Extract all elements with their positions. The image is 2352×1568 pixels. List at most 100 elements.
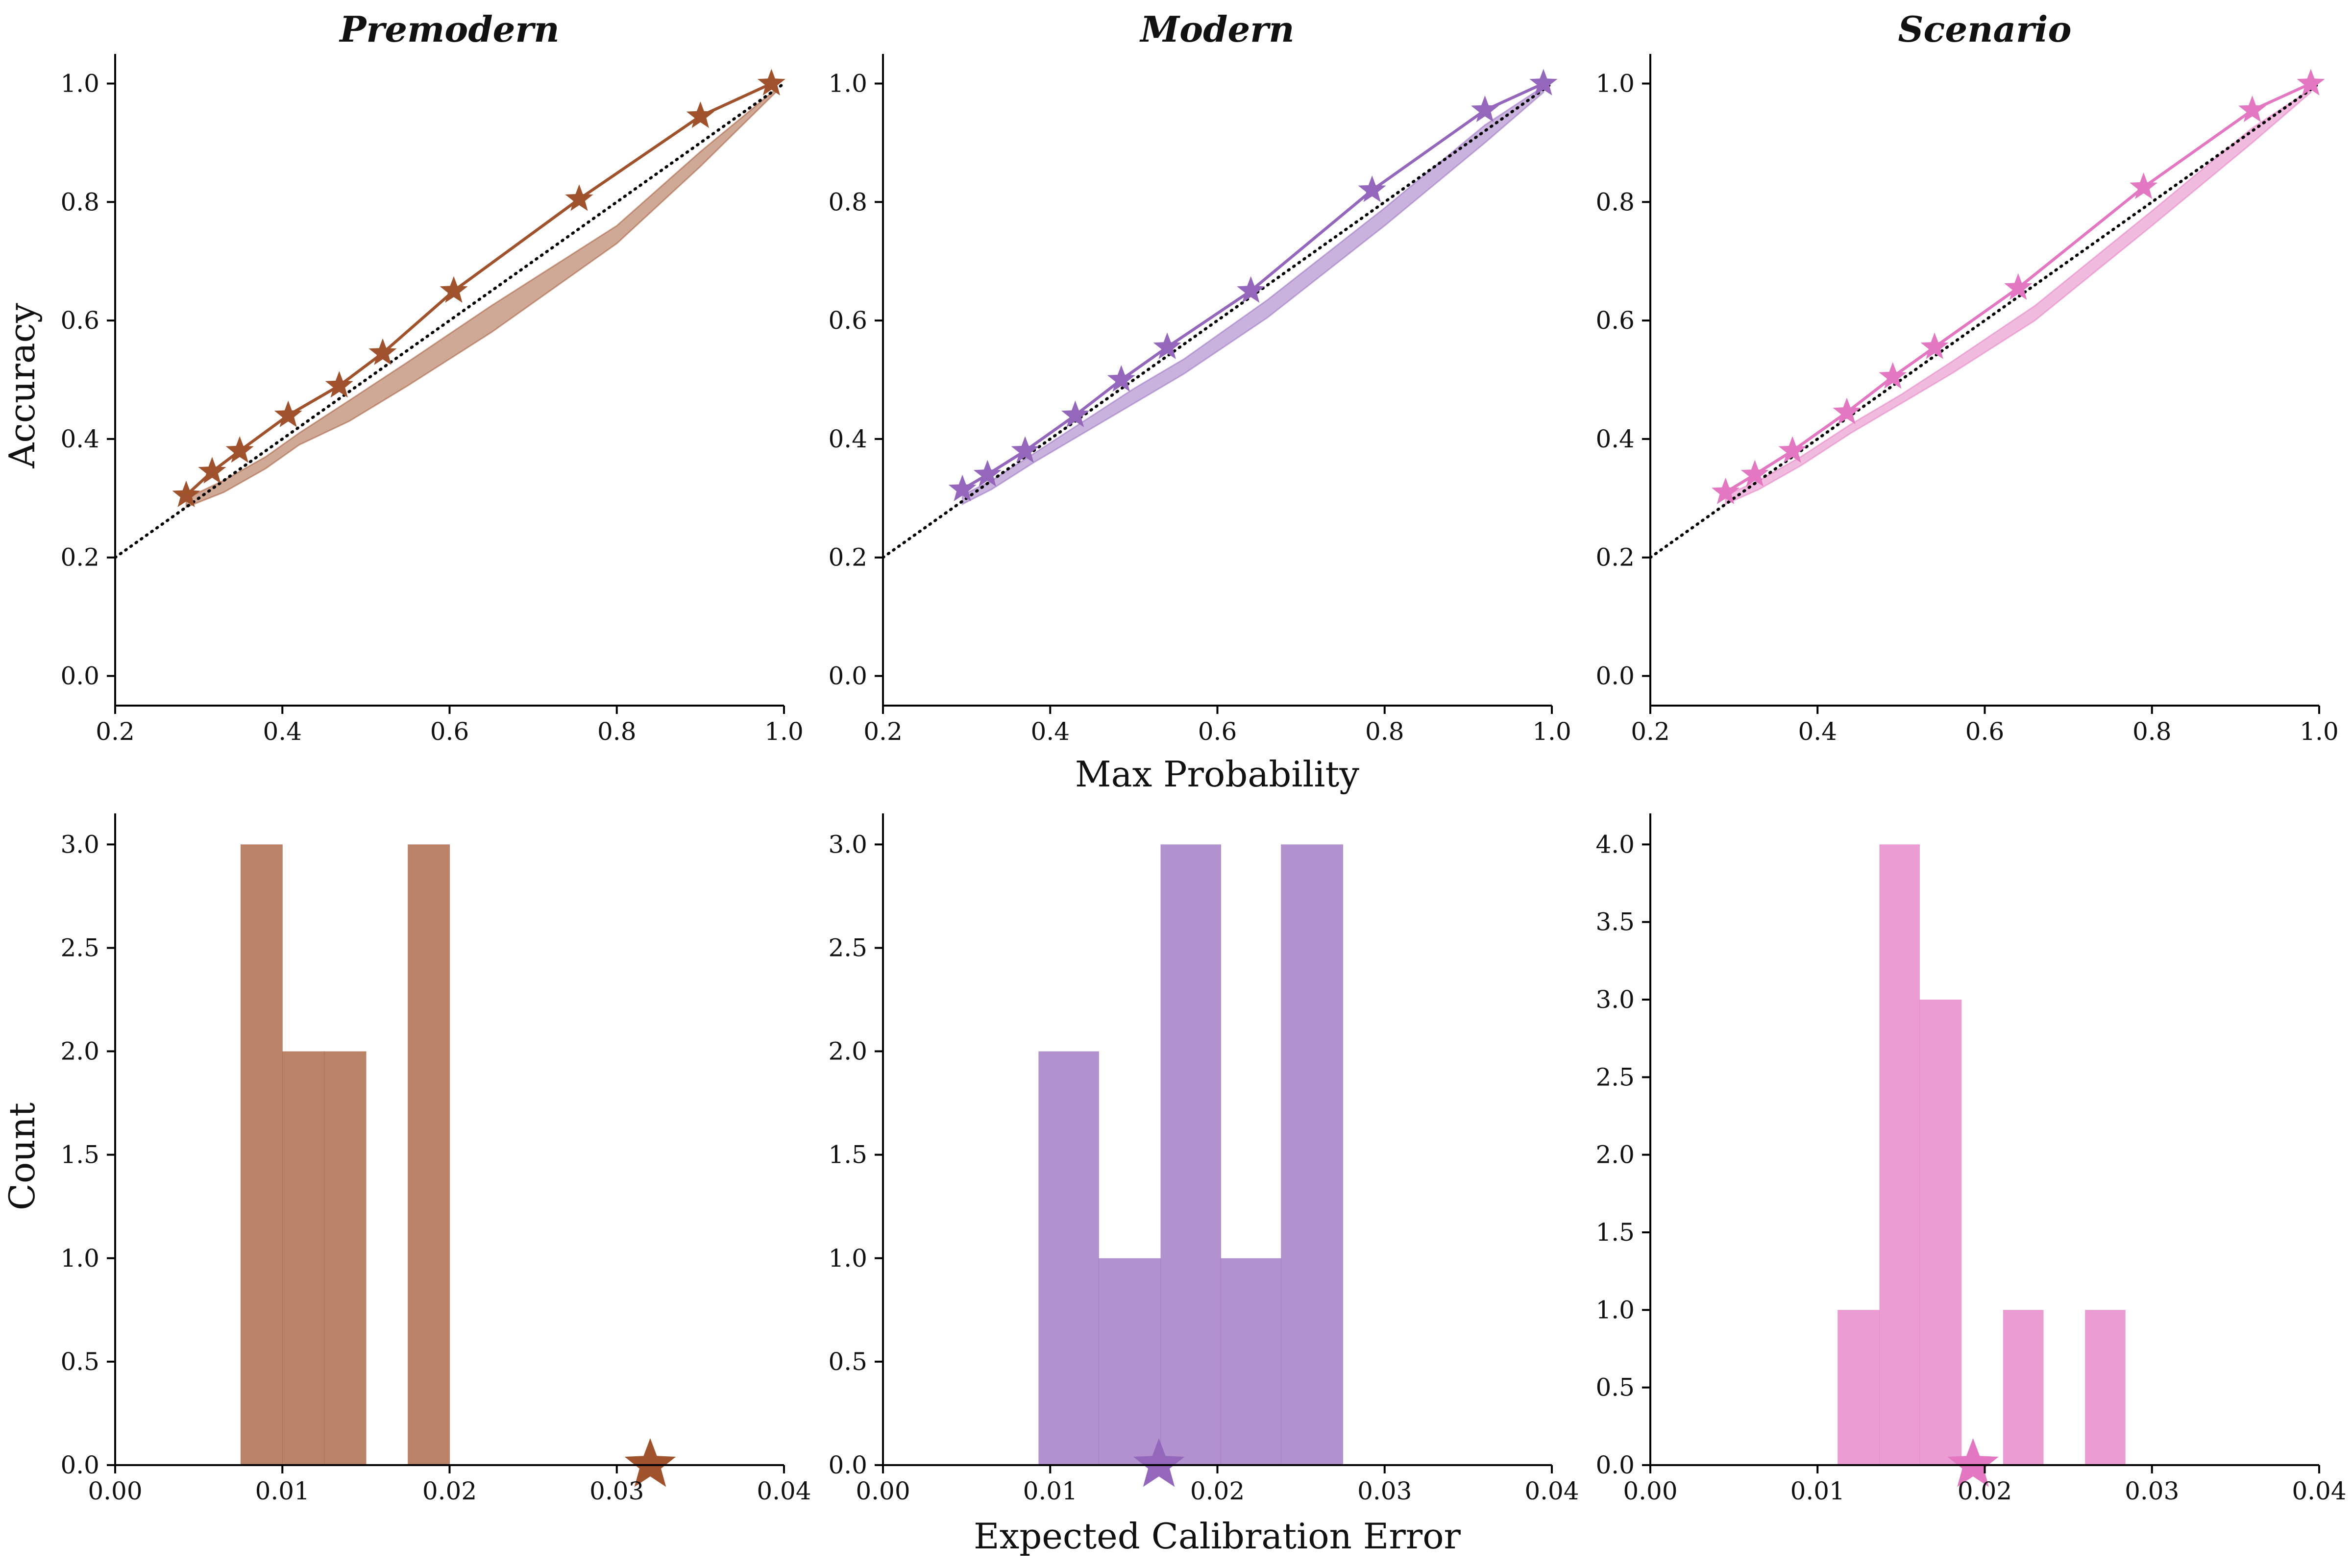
y-tick-label: 0.0 bbox=[1595, 662, 1635, 690]
y-tick-label: 0.0 bbox=[828, 662, 867, 690]
x-tick-label: 0.00 bbox=[88, 1477, 142, 1505]
star-marker bbox=[1061, 400, 1089, 427]
y-tick-label: 0.4 bbox=[60, 425, 99, 453]
x-tick-label: 0.4 bbox=[1798, 717, 1837, 746]
star-marker bbox=[2297, 69, 2325, 96]
histogram-bar bbox=[408, 844, 450, 1465]
x-tick-label: 0.6 bbox=[430, 717, 469, 746]
x-tick-label: 0.4 bbox=[1030, 717, 1070, 746]
y-tick-label: 0.8 bbox=[828, 188, 867, 216]
ece-star-marker bbox=[1133, 1438, 1185, 1487]
panel-modern-reliability: Modern 0.2 0.4 0.6 0.8 1.0 0.0 0.2 0.4 0.6 0.8 1.0 bbox=[828, 8, 1571, 746]
histogram-bar bbox=[1160, 844, 1221, 1465]
x-tick-label: 0.6 bbox=[1198, 717, 1237, 746]
x-tick-label: 0.2 bbox=[96, 717, 135, 746]
star-marker bbox=[1153, 332, 1181, 359]
star-marker bbox=[198, 457, 226, 484]
y-tick-label: 2.0 bbox=[828, 1037, 867, 1066]
y-tick-label: 0.5 bbox=[1595, 1373, 1635, 1402]
perfect-calibration-diagonal bbox=[882, 82, 1553, 559]
panel-scenario-reliability: Scenario 0.2 0.4 0.6 0.8 1.0 0.0 0.2 0.4 0.6 0.8 1.… bbox=[1595, 8, 2338, 746]
y-tick-label: 1.5 bbox=[828, 1141, 867, 1169]
x-tick-label: 0.03 bbox=[589, 1477, 644, 1505]
histogram-bar bbox=[2085, 1310, 2126, 1465]
y-tick-label: 3.0 bbox=[60, 830, 99, 858]
y-tick-label: 1.0 bbox=[1595, 1296, 1635, 1324]
panel-premodern-ece-histogram: 0.00 0.01 0.02 0.03 0.04 0.0 0.5 1.0 1.5 2.0 2.5 3.… bbox=[60, 813, 811, 1505]
x-tick-label: 0.00 bbox=[1623, 1477, 1677, 1505]
panel-scenario-ece-histogram: 0.00 0.01 0.02 0.03 0.04 0.0 0.5 1.0 1.5 2.0 2.5 3.… bbox=[1595, 813, 2347, 1505]
y-tick-label: 2.5 bbox=[828, 933, 867, 962]
y-tick-label: 2.0 bbox=[1595, 1141, 1635, 1169]
histogram-bar bbox=[1838, 1310, 1880, 1465]
histogram-bar bbox=[1099, 1258, 1161, 1465]
star-marker bbox=[1107, 365, 1135, 392]
y-tick-label: 1.0 bbox=[828, 1244, 867, 1273]
panel-premodern-reliability: Premodern 0.2 0.4 0.6 0.8 1.0 0.0 0.2 0.4 0.6 0.8 1… bbox=[60, 8, 803, 746]
y-tick-label: 0.0 bbox=[1595, 1451, 1635, 1479]
star-marker bbox=[274, 400, 302, 427]
expected-calibration-error-axis-label: Expected Calibration Error bbox=[974, 1516, 1461, 1557]
y-tick-label: 3.0 bbox=[828, 830, 867, 858]
x-tick-label: 0.01 bbox=[1023, 1477, 1078, 1505]
accuracy-line bbox=[1725, 82, 2312, 494]
y-tick-label: 2.0 bbox=[60, 1037, 99, 1066]
y-tick-label: 0.2 bbox=[60, 543, 99, 572]
star-marker bbox=[2004, 273, 2033, 300]
y-tick-label: 1.5 bbox=[1595, 1218, 1635, 1247]
y-tick-label: 1.0 bbox=[60, 69, 99, 98]
panel-title: Modern bbox=[1139, 8, 1294, 50]
histogram-bar bbox=[1221, 1258, 1281, 1465]
panel-modern-ece-histogram: 0.00 0.01 0.02 0.03 0.04 0.0 0.5 1.0 1.5 2.0 2.5 3.… bbox=[828, 813, 1579, 1505]
star-marker bbox=[1740, 460, 1769, 487]
x-tick-label: 0.03 bbox=[1357, 1477, 1412, 1505]
star-marker bbox=[1471, 95, 1499, 122]
y-tick-label: 0.2 bbox=[1595, 543, 1635, 572]
x-tick-label: 1.0 bbox=[1532, 717, 1571, 746]
y-tick-label: 0.0 bbox=[60, 662, 99, 690]
perfect-calibration-diagonal bbox=[114, 82, 785, 559]
star-marker bbox=[1920, 332, 1949, 359]
x-tick-label: 0.8 bbox=[2132, 717, 2172, 746]
x-tick-label: 0.8 bbox=[597, 717, 637, 746]
panel-title: Premodern bbox=[339, 8, 560, 50]
y-tick-label: 0.4 bbox=[828, 425, 867, 453]
x-tick-label: 1.0 bbox=[2300, 717, 2339, 746]
histogram-bar bbox=[282, 1051, 325, 1465]
histogram-bar bbox=[240, 844, 283, 1465]
histogram-bar bbox=[1281, 844, 1344, 1465]
y-tick-label: 0.8 bbox=[1595, 188, 1635, 216]
x-tick-label: 0.04 bbox=[2292, 1477, 2346, 1505]
y-tick-label: 0.6 bbox=[60, 306, 99, 335]
x-tick-label: 0.00 bbox=[856, 1477, 910, 1505]
x-tick-label: 0.04 bbox=[757, 1477, 811, 1505]
y-tick-label: 1.0 bbox=[828, 69, 867, 98]
star-marker bbox=[1358, 175, 1386, 202]
y-tick-label: 2.5 bbox=[1595, 1063, 1635, 1091]
star-marker bbox=[225, 436, 254, 463]
y-tick-label: 0.2 bbox=[828, 543, 867, 572]
accuracy-line bbox=[185, 82, 772, 497]
histogram-bar bbox=[324, 1051, 367, 1465]
accuracy-line bbox=[961, 82, 1544, 491]
x-tick-label: 0.04 bbox=[1524, 1477, 1579, 1505]
confidence-band bbox=[961, 85, 1544, 506]
ece-star-marker bbox=[624, 1438, 676, 1487]
x-tick-label: 0.02 bbox=[1190, 1477, 1245, 1505]
x-tick-label: 0.01 bbox=[255, 1477, 310, 1505]
star-marker bbox=[2130, 172, 2158, 199]
y-tick-label: 3.0 bbox=[1595, 985, 1635, 1014]
star-marker bbox=[325, 371, 353, 398]
star-marker bbox=[686, 101, 714, 128]
star-marker bbox=[973, 460, 1002, 487]
panel-title: Scenario bbox=[1898, 8, 2072, 50]
y-tick-label: 1.5 bbox=[60, 1141, 99, 1169]
x-tick-label: 0.02 bbox=[422, 1477, 477, 1505]
x-tick-label: 0.8 bbox=[1365, 717, 1404, 746]
star-marker bbox=[1879, 362, 1907, 389]
y-tick-label: 0.0 bbox=[828, 1451, 867, 1479]
perfect-calibration-diagonal bbox=[1649, 82, 2321, 559]
histogram-bar bbox=[1879, 844, 1920, 1465]
y-tick-label: 3.5 bbox=[1595, 908, 1635, 936]
